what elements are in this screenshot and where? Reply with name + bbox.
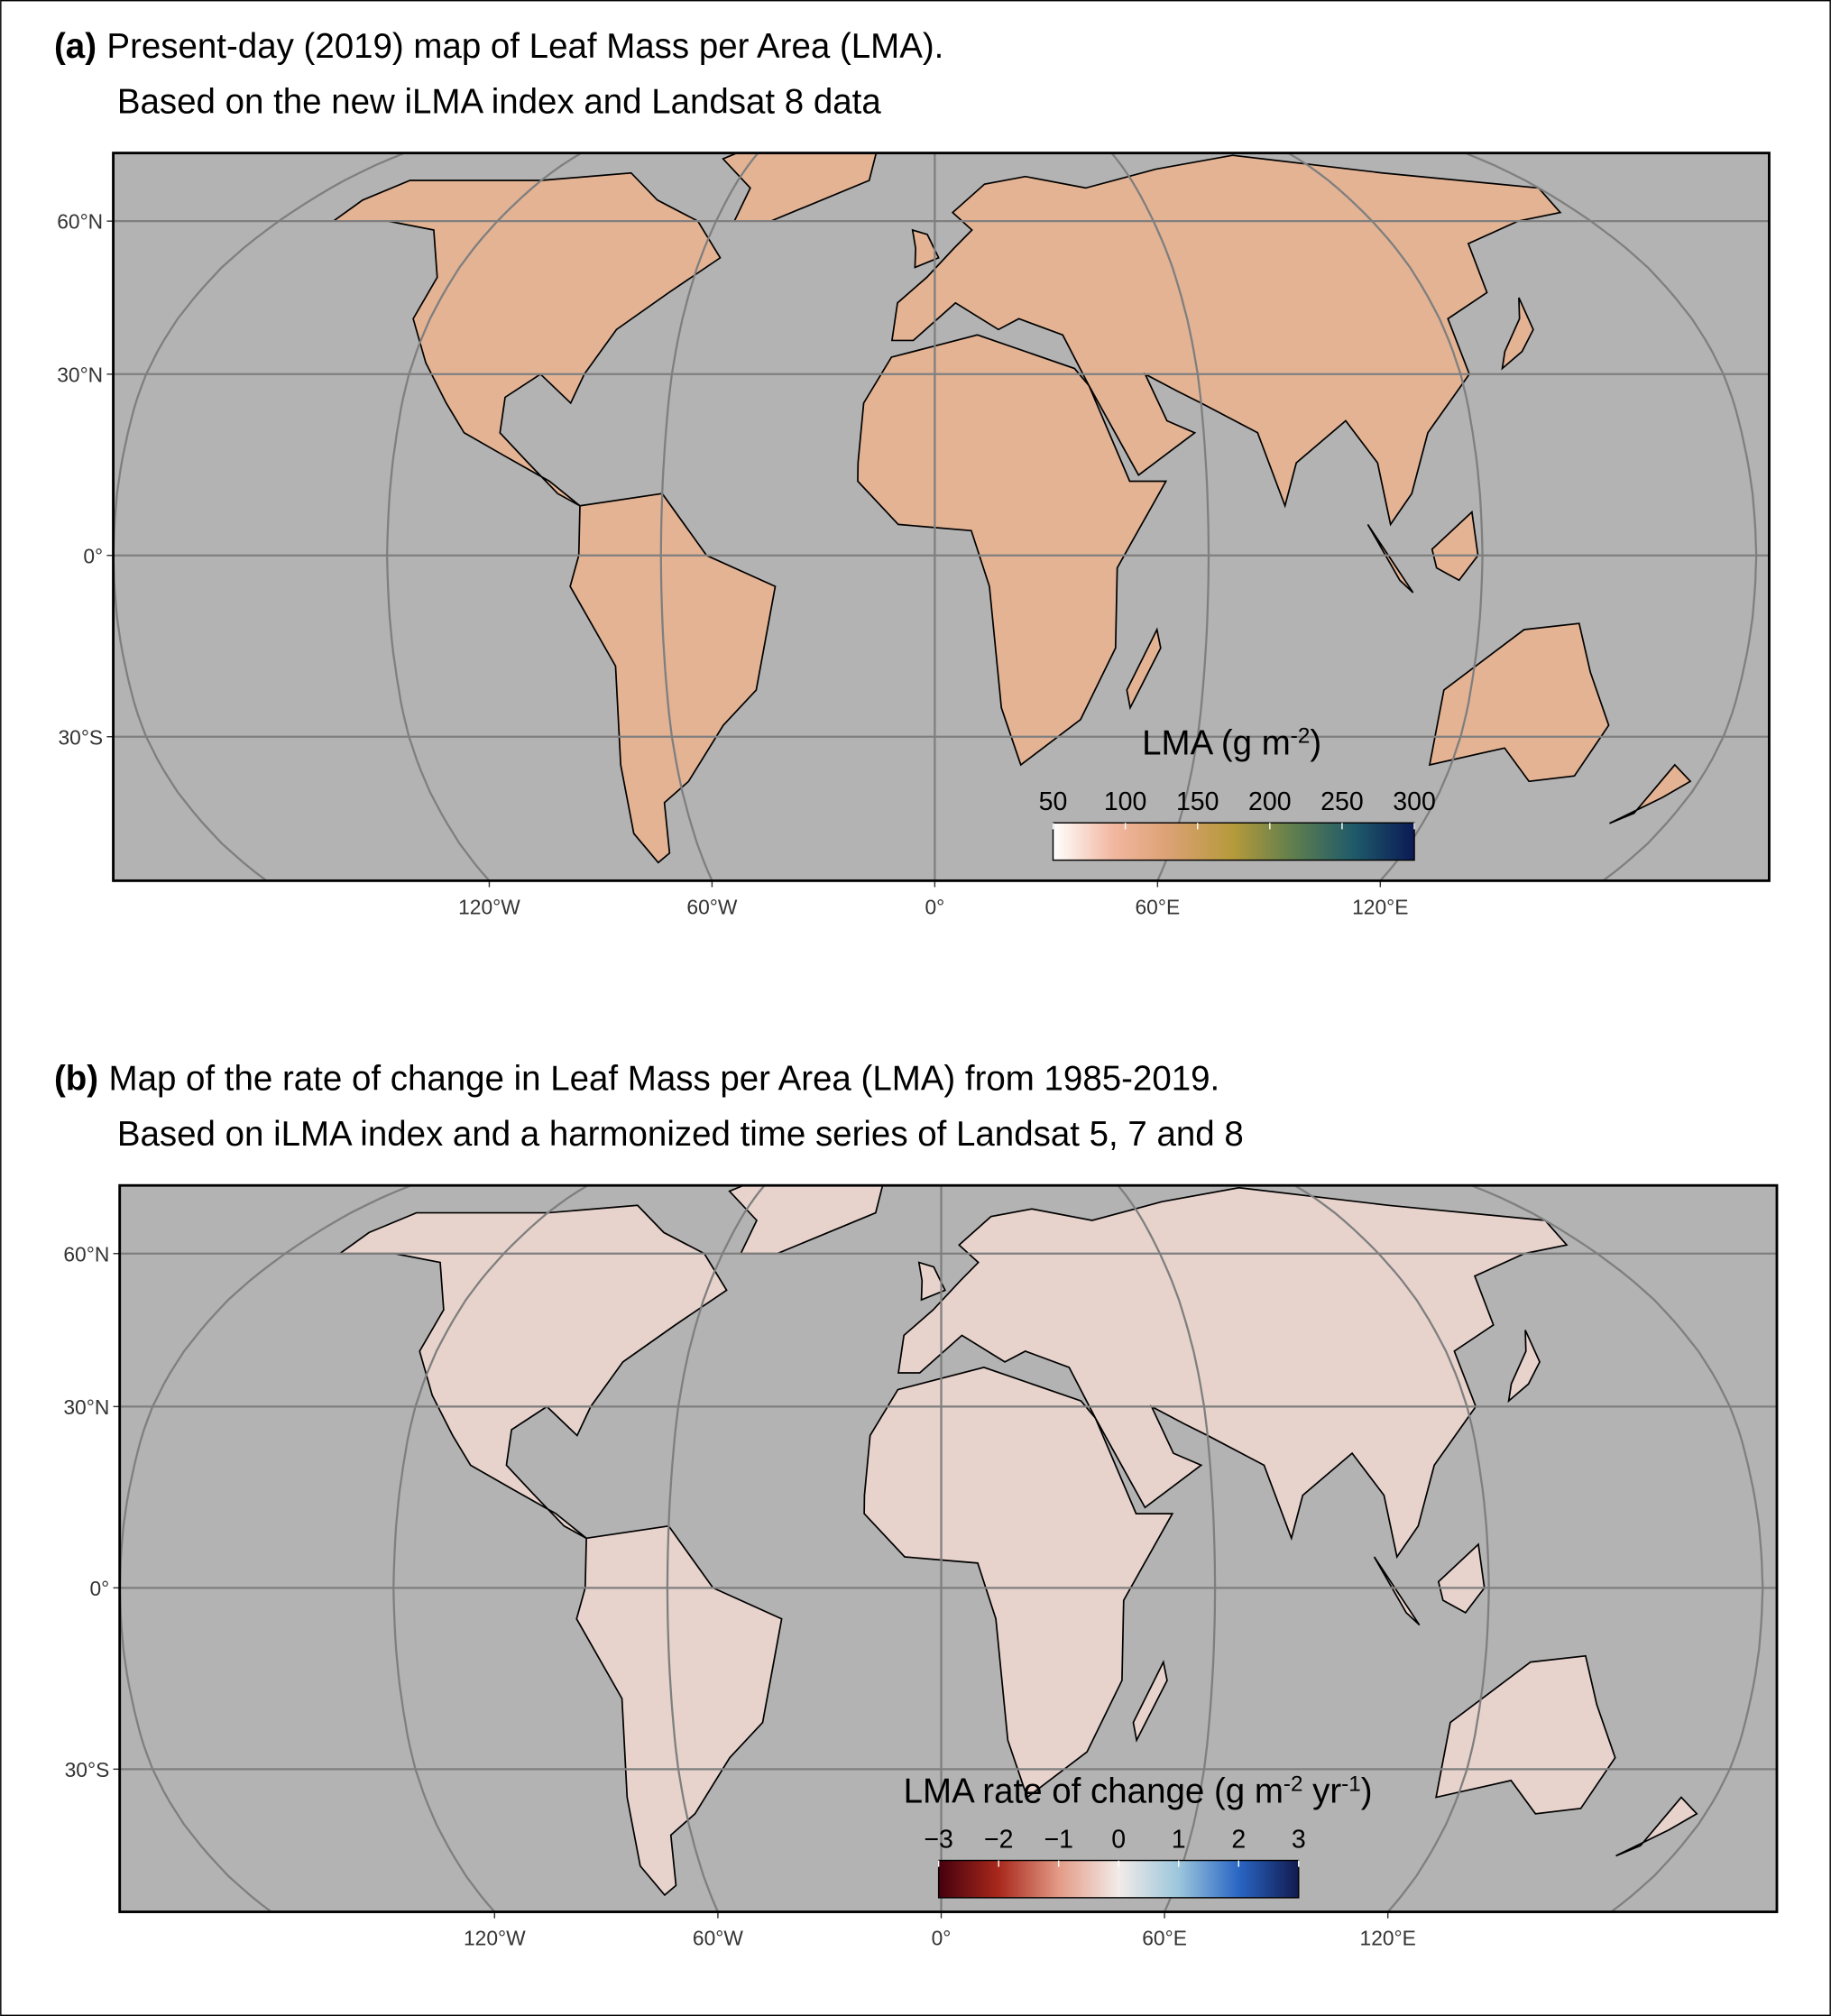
y-tick-label: 30°N	[63, 1395, 109, 1419]
colorbar-tick-label: 50	[1039, 787, 1068, 816]
x-tick-label: 60°W	[693, 1927, 743, 1950]
landmass	[1435, 1654, 1616, 1815]
y-tick-label: 60°N	[57, 210, 103, 234]
landmass	[1615, 1796, 1698, 1857]
y-tick-label: 0°	[83, 544, 103, 567]
landmass	[1501, 297, 1534, 371]
colorbar-tick-label: 1	[1172, 1825, 1186, 1854]
colorbar-title-text: )	[1361, 1772, 1373, 1810]
map-content	[113, 152, 1770, 881]
map-frame	[118, 1183, 1779, 1913]
x-tick-label: 60°W	[686, 895, 737, 918]
landmass	[1507, 1330, 1541, 1404]
landmass	[890, 154, 1562, 527]
landmass	[722, 152, 878, 223]
map-panel: (a) Present-day (2019) map of Leaf Mass p…	[54, 27, 1771, 918]
y-tick-label: 30°N	[57, 363, 103, 386]
panel-label: (b)	[54, 1060, 98, 1099]
map-panel: (b) Map of the rate of change in Leaf Mas…	[54, 1060, 1779, 1950]
landmass	[1437, 1542, 1486, 1614]
landmass	[897, 1186, 1569, 1560]
title-line: Based on the new iLMA index and Landsat …	[117, 82, 882, 121]
landmass	[1366, 523, 1414, 594]
landmass	[1126, 627, 1162, 711]
x-tick-label: 120°W	[458, 895, 520, 918]
y-tick-label: 30°S	[58, 725, 103, 749]
panel-title: (b) Map of the rate of change in Leaf Mas…	[54, 1060, 1219, 1099]
x-tick-label: 0°	[925, 895, 944, 918]
landmass	[728, 1185, 884, 1255]
y-tick-label: 0°	[89, 1577, 109, 1600]
colorbar-title: LMA (g m-2)	[1142, 723, 1321, 763]
colorbar-tick-label: 3	[1292, 1825, 1306, 1854]
landmass	[1431, 510, 1479, 582]
colorbar-tick-label: 100	[1104, 787, 1147, 816]
colorbar-title-superscript: -2	[1284, 1772, 1303, 1796]
map-frame	[112, 152, 1771, 882]
colorbar-title-text: LMA (g m	[1142, 724, 1291, 763]
colorbar-tick-label: 250	[1320, 787, 1364, 816]
colorbar-tick-label: 0	[1111, 1825, 1126, 1854]
landmass	[330, 171, 722, 507]
x-tick-label: 60°E	[1136, 895, 1181, 918]
colorbar-tick-label: 150	[1176, 787, 1219, 816]
colorbar-title: LMA rate of change (g m-2 yr-1)	[904, 1772, 1373, 1811]
x-tick-label: 120°E	[1352, 895, 1408, 918]
x-tick-label: 120°E	[1360, 1927, 1416, 1950]
landmass	[337, 1204, 728, 1540]
colorbar-title-text: )	[1310, 724, 1321, 763]
title-line: Map of the rate of change in Leaf Mass p…	[109, 1060, 1220, 1099]
landmass	[1428, 622, 1610, 783]
x-tick-label: 0°	[932, 1927, 952, 1950]
x-tick-label: 60°E	[1142, 1927, 1187, 1950]
x-tick-label: 120°W	[464, 1927, 526, 1950]
title-line: Based on iLMA index and a harmonized tim…	[117, 1115, 1244, 1154]
colorbar-title-superscript: -2	[1291, 723, 1311, 748]
panel-title: (a) Present-day (2019) map of Leaf Mass p…	[54, 27, 943, 66]
colorbar	[1052, 822, 1415, 861]
landmass	[1609, 763, 1692, 824]
colorbar-title-text: LMA rate of change (g m	[904, 1772, 1284, 1810]
colorbar-title-text: yr	[1302, 1772, 1341, 1810]
landmass	[569, 492, 777, 864]
colorbar-tick-label: −3	[924, 1825, 953, 1854]
colorbar-tick-label: 200	[1248, 787, 1292, 816]
colorbar-title-superscript: -1	[1341, 1772, 1361, 1796]
landmass	[1373, 1556, 1421, 1626]
panel-label: (a)	[54, 27, 97, 66]
y-tick-label: 60°N	[63, 1242, 109, 1266]
colorbar-tick-label: −2	[984, 1825, 1014, 1854]
colorbar-tick-label: 2	[1231, 1825, 1246, 1854]
y-tick-label: 30°S	[65, 1758, 110, 1781]
landmass	[1132, 1659, 1168, 1743]
map-content	[119, 1185, 1778, 1912]
colorbar-tick-label: −1	[1044, 1825, 1073, 1854]
landmass	[575, 1524, 783, 1897]
colorbar-tick-label: 300	[1393, 787, 1436, 816]
title-line: Present-day (2019) map of Leaf Mass per …	[106, 27, 943, 66]
